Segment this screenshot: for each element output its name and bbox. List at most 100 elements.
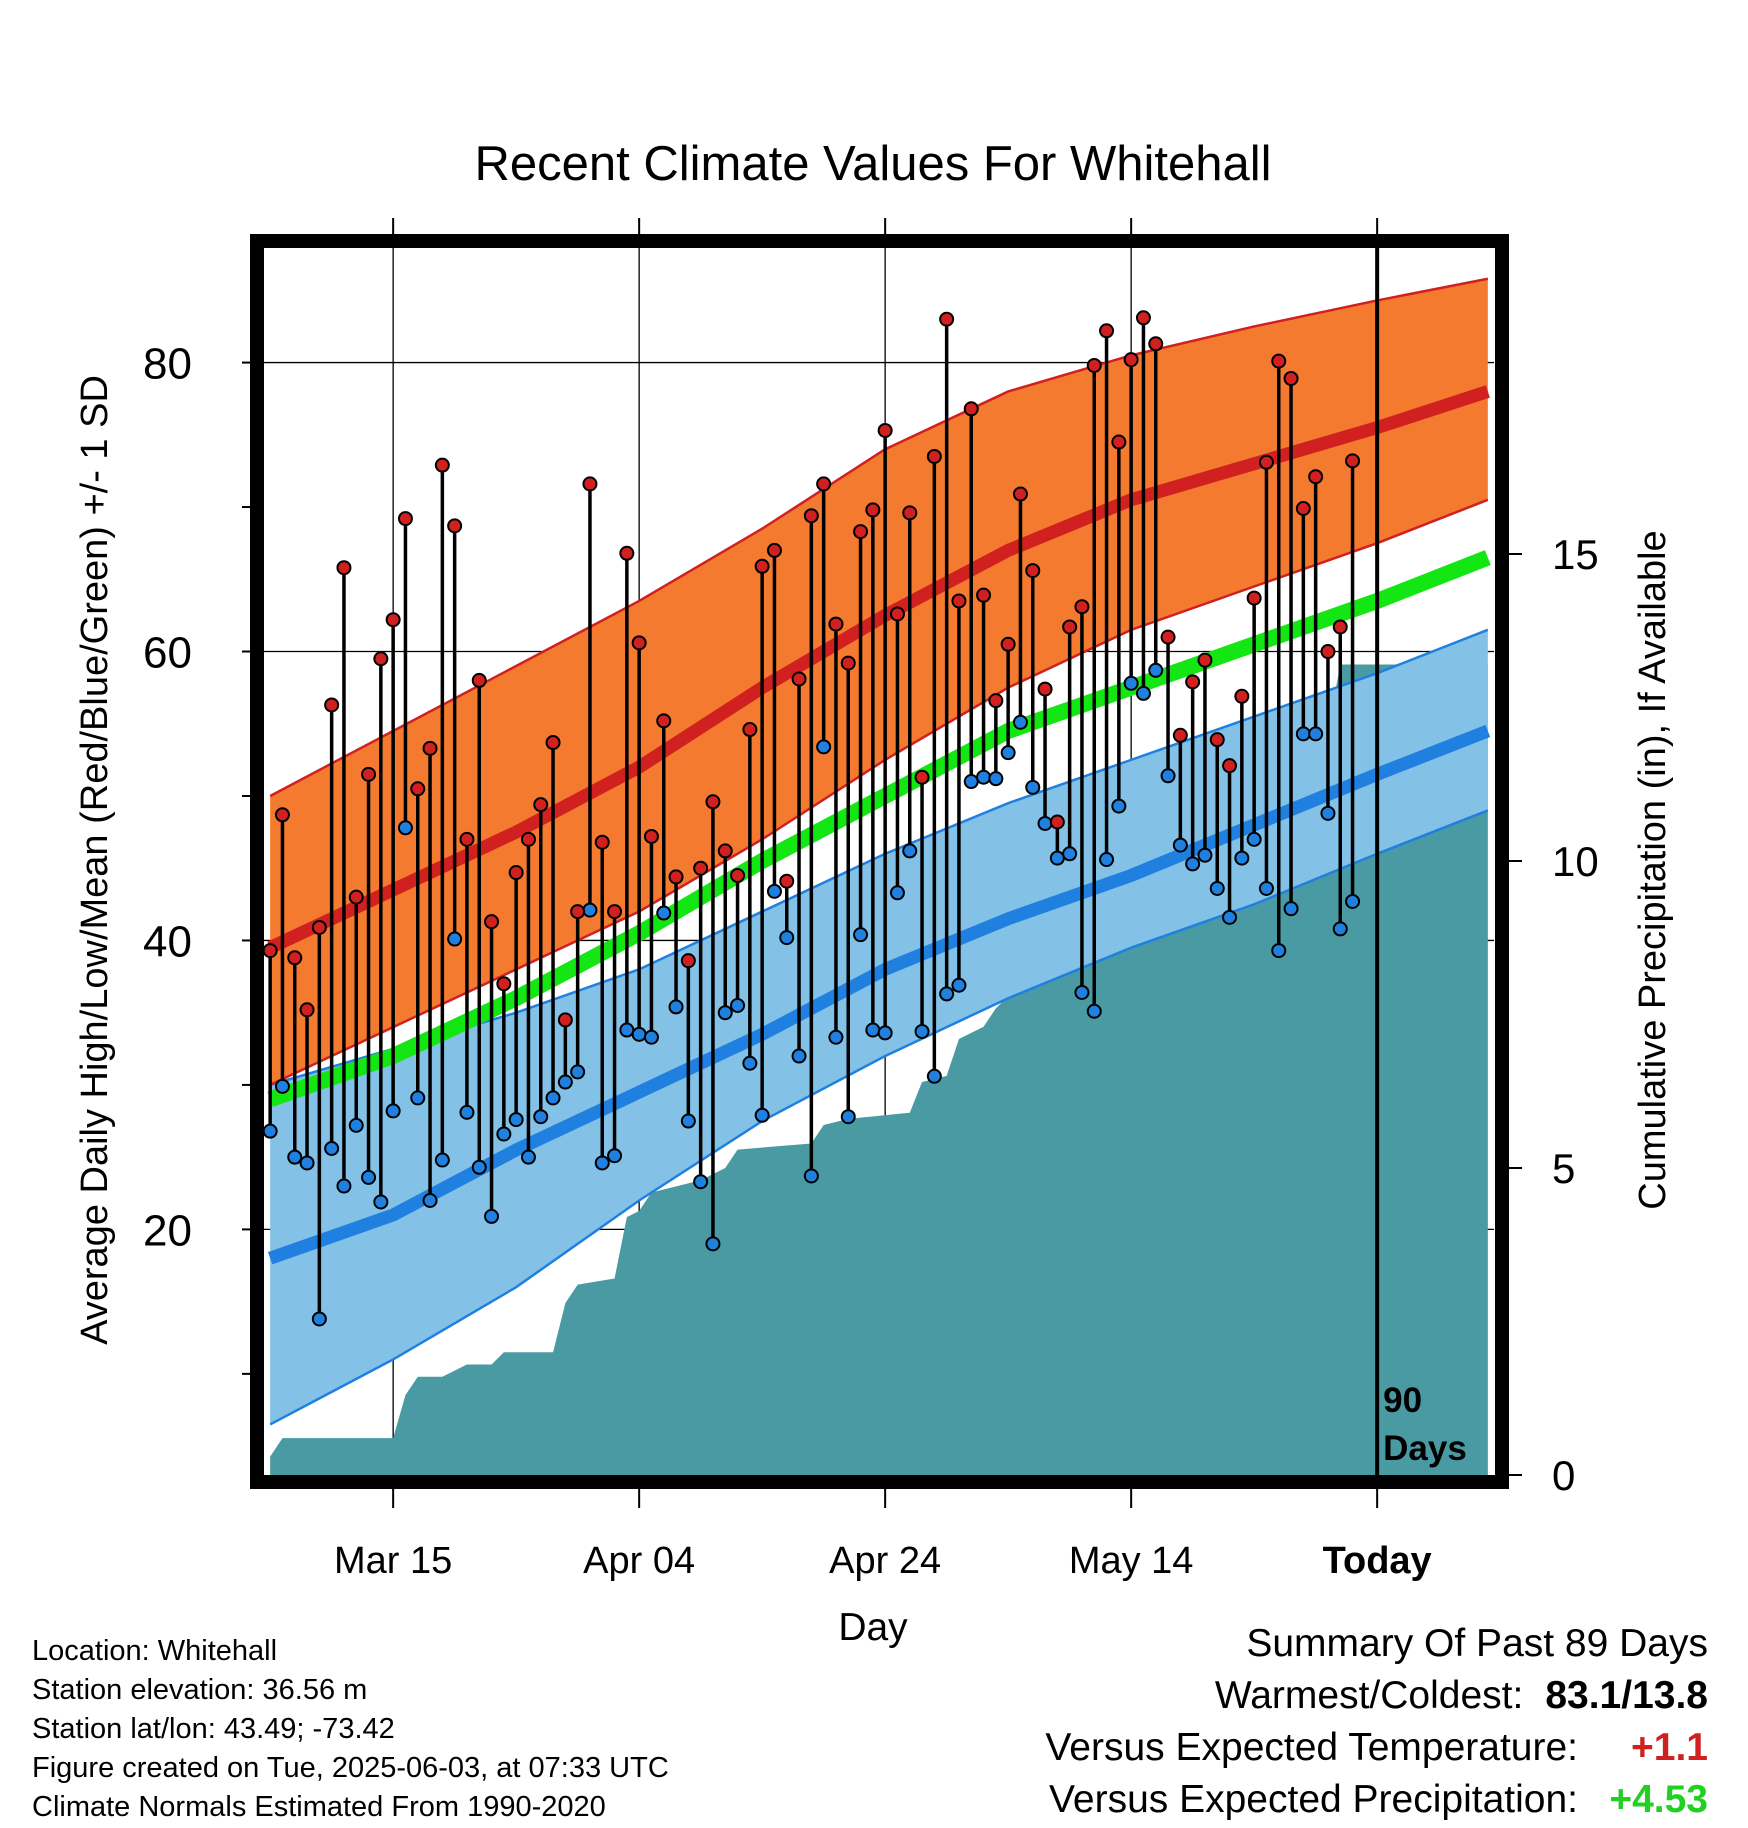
low-point (1209, 880, 1225, 896)
high-point (742, 722, 758, 738)
today-marker: 90 Days (1375, 247, 1467, 1475)
summary-temp-label: Versus Expected Temperature: (1045, 1726, 1578, 1769)
x-tick-label: Today (1323, 1540, 1432, 1582)
high-point (557, 1012, 573, 1028)
low-point (311, 1311, 327, 1327)
daily-stems (268, 317, 1355, 1319)
high-point (1012, 486, 1028, 502)
high-point (1160, 629, 1176, 645)
summary-warmest-row: Warmest/Coldest: 83.1/13.8 (1045, 1670, 1708, 1722)
y2-axis-label: Cumulative Precipitation (in), If Availa… (1632, 530, 1674, 1209)
low-point (434, 1152, 450, 1168)
high-point (766, 542, 782, 558)
high-point (1197, 652, 1213, 668)
low-point (1172, 837, 1188, 853)
summary-panel: Summary Of Past 89 Days Warmest/Coldest:… (1045, 1618, 1708, 1826)
plot-area: 90 Days (262, 247, 1494, 1475)
low-point (643, 1029, 659, 1045)
high-point (730, 867, 746, 883)
info-created: Figure created on Tue, 2025-06-03, at 07… (32, 1752, 669, 1784)
low-point (1086, 1003, 1102, 1019)
low-point (668, 999, 684, 1015)
low-point (914, 1023, 930, 1039)
high-point (311, 919, 327, 935)
high-point (533, 797, 549, 813)
low-point (410, 1090, 426, 1106)
low-point (791, 1048, 807, 1064)
low-point (1025, 779, 1041, 795)
high-point (1308, 469, 1324, 485)
high-point (1037, 681, 1053, 697)
high-point (447, 518, 463, 534)
low-point (1234, 850, 1250, 866)
daily-markers (262, 310, 1361, 1327)
high-point (373, 651, 389, 667)
x-tick-label: May 14 (1069, 1540, 1194, 1582)
high-point (1209, 732, 1225, 748)
high-point (988, 693, 1004, 709)
high-point (459, 831, 475, 847)
low-point (766, 883, 782, 899)
high-point (1345, 453, 1361, 469)
high-point (1099, 323, 1115, 339)
y-axis-label: Average Daily High/Low/Mean (Red/Blue/Gr… (74, 375, 116, 1345)
low-point (1345, 893, 1361, 909)
high-point (668, 869, 684, 885)
low-point (545, 1090, 561, 1106)
low-point (484, 1208, 500, 1224)
low-point (1148, 662, 1164, 678)
low-point (397, 820, 413, 836)
low-point (951, 977, 967, 993)
y-tick-label: 20 (143, 1206, 192, 1255)
high-point (410, 781, 426, 797)
high-point (1295, 500, 1311, 516)
high-point (361, 766, 377, 782)
low-point (631, 1026, 647, 1042)
low-point (1197, 847, 1213, 863)
period-label: Days (1383, 1429, 1467, 1468)
low-point (705, 1236, 721, 1252)
high-point (520, 831, 536, 847)
low-point (336, 1178, 352, 1194)
high-point (853, 524, 869, 540)
low-point (1062, 846, 1078, 862)
low-point (1258, 880, 1274, 896)
low-point (385, 1103, 401, 1119)
summary-warmest-value: 83.1/13.8 (1545, 1674, 1708, 1717)
low-point (779, 930, 795, 946)
high-point (951, 593, 967, 609)
high-point (1185, 674, 1201, 690)
low-point (570, 1064, 586, 1080)
high-point (680, 953, 696, 969)
low-point (1185, 856, 1201, 872)
high-point (299, 1002, 315, 1018)
high-point (791, 671, 807, 687)
low-point (939, 986, 955, 1002)
low-point (557, 1074, 573, 1090)
high-point (607, 904, 623, 920)
summary-temp-row: Versus Expected Temperature: +1.1 (1045, 1722, 1708, 1774)
low-point (816, 739, 832, 755)
low-point (865, 1022, 881, 1038)
high-point (385, 612, 401, 628)
y-tick-label: 60 (143, 629, 192, 678)
low-point (422, 1193, 438, 1209)
low-point (607, 1148, 623, 1164)
low-point (348, 1117, 364, 1133)
low-point (680, 1113, 696, 1129)
low-point (742, 1055, 758, 1071)
low-point (730, 997, 746, 1013)
low-point (988, 771, 1004, 787)
y-tick-label: 80 (143, 340, 192, 389)
low-point (840, 1109, 856, 1125)
low-point (803, 1168, 819, 1184)
low-point (361, 1169, 377, 1185)
x-tick-label: Mar 15 (334, 1540, 452, 1582)
high-point (1332, 619, 1348, 635)
high-point (1320, 644, 1336, 660)
high-point (324, 697, 340, 713)
low-point (1111, 798, 1127, 814)
info-elevation: Station elevation: 36.56 m (32, 1674, 368, 1706)
high-point (397, 511, 413, 527)
high-point (656, 713, 672, 729)
